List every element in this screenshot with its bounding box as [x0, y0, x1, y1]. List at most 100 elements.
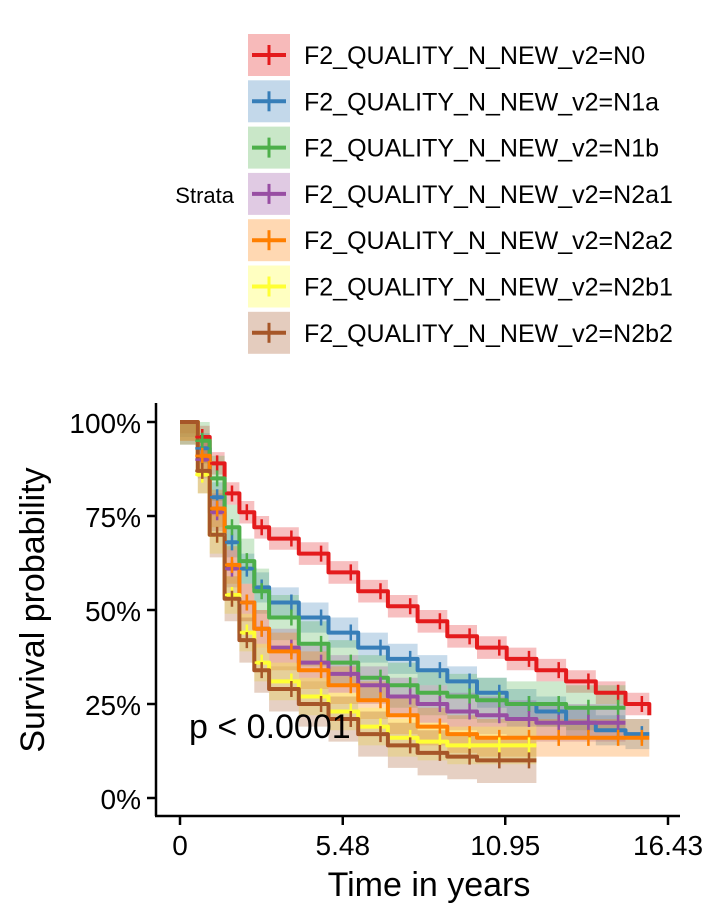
confidence-band-n1b: [180, 422, 626, 731]
censor-mark-n2a2: [210, 500, 225, 517]
censor-mark-n1a: [373, 639, 388, 656]
censor-mark-n2b2: [373, 726, 388, 743]
censor-mark-n1b: [492, 692, 507, 709]
y-tick-label: 25%: [85, 690, 141, 721]
censor-mark-n2a1: [403, 688, 418, 705]
censor-mark-n1b: [224, 519, 239, 536]
censor-mark-n0: [581, 673, 596, 690]
censor-mark-n2a2: [581, 729, 596, 746]
censor-mark-n2a1: [551, 714, 566, 731]
censor-mark-n0: [403, 598, 418, 615]
censor-mark-n2b2: [403, 737, 418, 754]
censor-mark-n2a2: [314, 662, 329, 679]
censor-mark-n2b2: [284, 680, 299, 697]
censor-mark-n1b: [521, 696, 536, 712]
censor-mark-n2b2: [254, 662, 269, 679]
censor-mark-n0: [239, 504, 254, 521]
legend-item: F2_QUALITY_N_NEW_v2=N0: [248, 34, 645, 76]
censor-mark-n2a1: [581, 714, 596, 731]
y-tick-label: 50%: [85, 596, 141, 627]
censor-mark-n2a1: [373, 677, 388, 694]
legend-label: F2_QUALITY_N_NEW_v2=N2b1: [304, 274, 673, 302]
censor-mark-n1b: [254, 583, 269, 600]
censor-mark-n1b: [239, 553, 254, 570]
y-ticks: 0% 25% 50% 75% 100%: [69, 408, 156, 815]
censor-mark-n0: [634, 696, 649, 712]
legend-item: F2_QUALITY_N_NEW_v2=N2b1: [248, 265, 673, 308]
censor-mark-n2a2: [284, 643, 299, 660]
censor-mark-n2b2: [492, 752, 507, 769]
legend-label: F2_QUALITY_N_NEW_v2=N2b2: [304, 320, 673, 348]
legend-title: Strata: [175, 183, 234, 208]
censor-mark-n0: [343, 564, 358, 581]
legend-item: F2_QUALITY_N_NEW_v2=N2a2: [248, 219, 673, 262]
censor-mark-n1b: [611, 699, 626, 716]
censor-mark-n1a: [224, 534, 239, 551]
censor-mark-n0: [462, 628, 477, 645]
x-tick-label: 10.95: [470, 830, 540, 861]
legend-label: F2_QUALITY_N_NEW_v2=N2a2: [304, 227, 673, 255]
censor-mark-n2a2: [224, 556, 239, 573]
censor-mark-n0: [492, 639, 507, 656]
legend-item: F2_QUALITY_N_NEW_v2=N2b2: [248, 311, 673, 354]
censor-mark-n2a2: [432, 718, 447, 735]
censor-mark-n2a1: [521, 711, 536, 728]
censor-mark-n1a: [284, 594, 299, 611]
censor-mark-n2a2: [254, 620, 269, 637]
legend: Strata F2_QUALITY_N_NEW_v2=N0 F2_QUALITY_…: [175, 34, 673, 354]
censor-mark-n2b2: [224, 590, 239, 607]
censor-mark-n2b2: [432, 744, 447, 761]
x-tick-label: 0: [172, 830, 188, 861]
legend-label: F2_QUALITY_N_NEW_v2=N0: [304, 42, 645, 70]
censor-mark-n1b: [284, 609, 299, 626]
censor-mark-n2a1: [462, 703, 477, 720]
censor-mark-n2b2: [521, 752, 536, 769]
censor-mark-n1b: [210, 470, 225, 487]
legend-label: F2_QUALITY_N_NEW_v2=N1a: [304, 88, 659, 116]
legend-label: F2_QUALITY_N_NEW_v2=N2a1: [304, 181, 673, 209]
censor-mark-n1b: [195, 432, 210, 449]
legend-label: F2_QUALITY_N_NEW_v2=N1b: [304, 135, 659, 163]
censor-mark-n1a: [314, 609, 329, 626]
censor-mark-n2a2: [403, 707, 418, 724]
x-tick-label: 16.43: [633, 830, 703, 861]
censor-mark-n2b2: [210, 526, 225, 543]
legend-item: F2_QUALITY_N_NEW_v2=N1b: [248, 126, 659, 169]
censor-mark-n0: [432, 613, 447, 630]
censor-mark-n0: [210, 455, 225, 472]
axes: 0% 25% 50% 75% 100% 0 5.48 10.95 16.43: [69, 403, 703, 861]
censor-mark-n2b2: [462, 748, 477, 765]
censor-mark-n2a1: [611, 714, 626, 731]
censor-mark-n0: [254, 519, 269, 536]
censor-mark-n2a2: [343, 677, 358, 694]
censor-mark-n2b2: [195, 462, 210, 479]
censor-mark-n2a2: [611, 729, 626, 746]
censor-mark-n2a2: [373, 692, 388, 709]
confidence-band-n2b2: [180, 422, 537, 783]
legend-item: F2_QUALITY_N_NEW_v2=N1a: [248, 80, 659, 123]
y-tick-label: 75%: [85, 502, 141, 533]
censor-mark-n1a: [343, 624, 358, 641]
censor-mark-n2a2: [239, 594, 254, 611]
censor-mark-n2b2: [239, 632, 254, 649]
censor-mark-n2a2: [195, 447, 210, 464]
censor-mark-n1a: [462, 673, 477, 690]
censor-mark-n2a2: [634, 729, 649, 746]
censor-mark-n1b: [314, 635, 329, 652]
confidence-band-n2a1: [180, 422, 626, 742]
confidence-band-n0: [180, 422, 650, 727]
x-ticks: 0 5.48 10.95 16.43: [172, 816, 703, 861]
censor-mark-n0: [373, 583, 388, 600]
y-tick-label: 100%: [69, 408, 141, 439]
censor-mark-n0: [521, 650, 536, 667]
plot-area: [180, 420, 652, 783]
legend-item: F2_QUALITY_N_NEW_v2=N2a1: [248, 172, 673, 215]
censor-mark-n2a1: [432, 696, 447, 712]
censor-mark-n2b2: [314, 696, 329, 712]
censor-mark-n1a: [432, 662, 447, 679]
y-axis-label: Survival probability: [14, 467, 52, 752]
censor-marks: [195, 429, 649, 769]
censor-mark-n1b: [581, 699, 596, 716]
censor-mark-n2b1: [492, 737, 507, 754]
censor-mark-n0: [611, 684, 626, 701]
